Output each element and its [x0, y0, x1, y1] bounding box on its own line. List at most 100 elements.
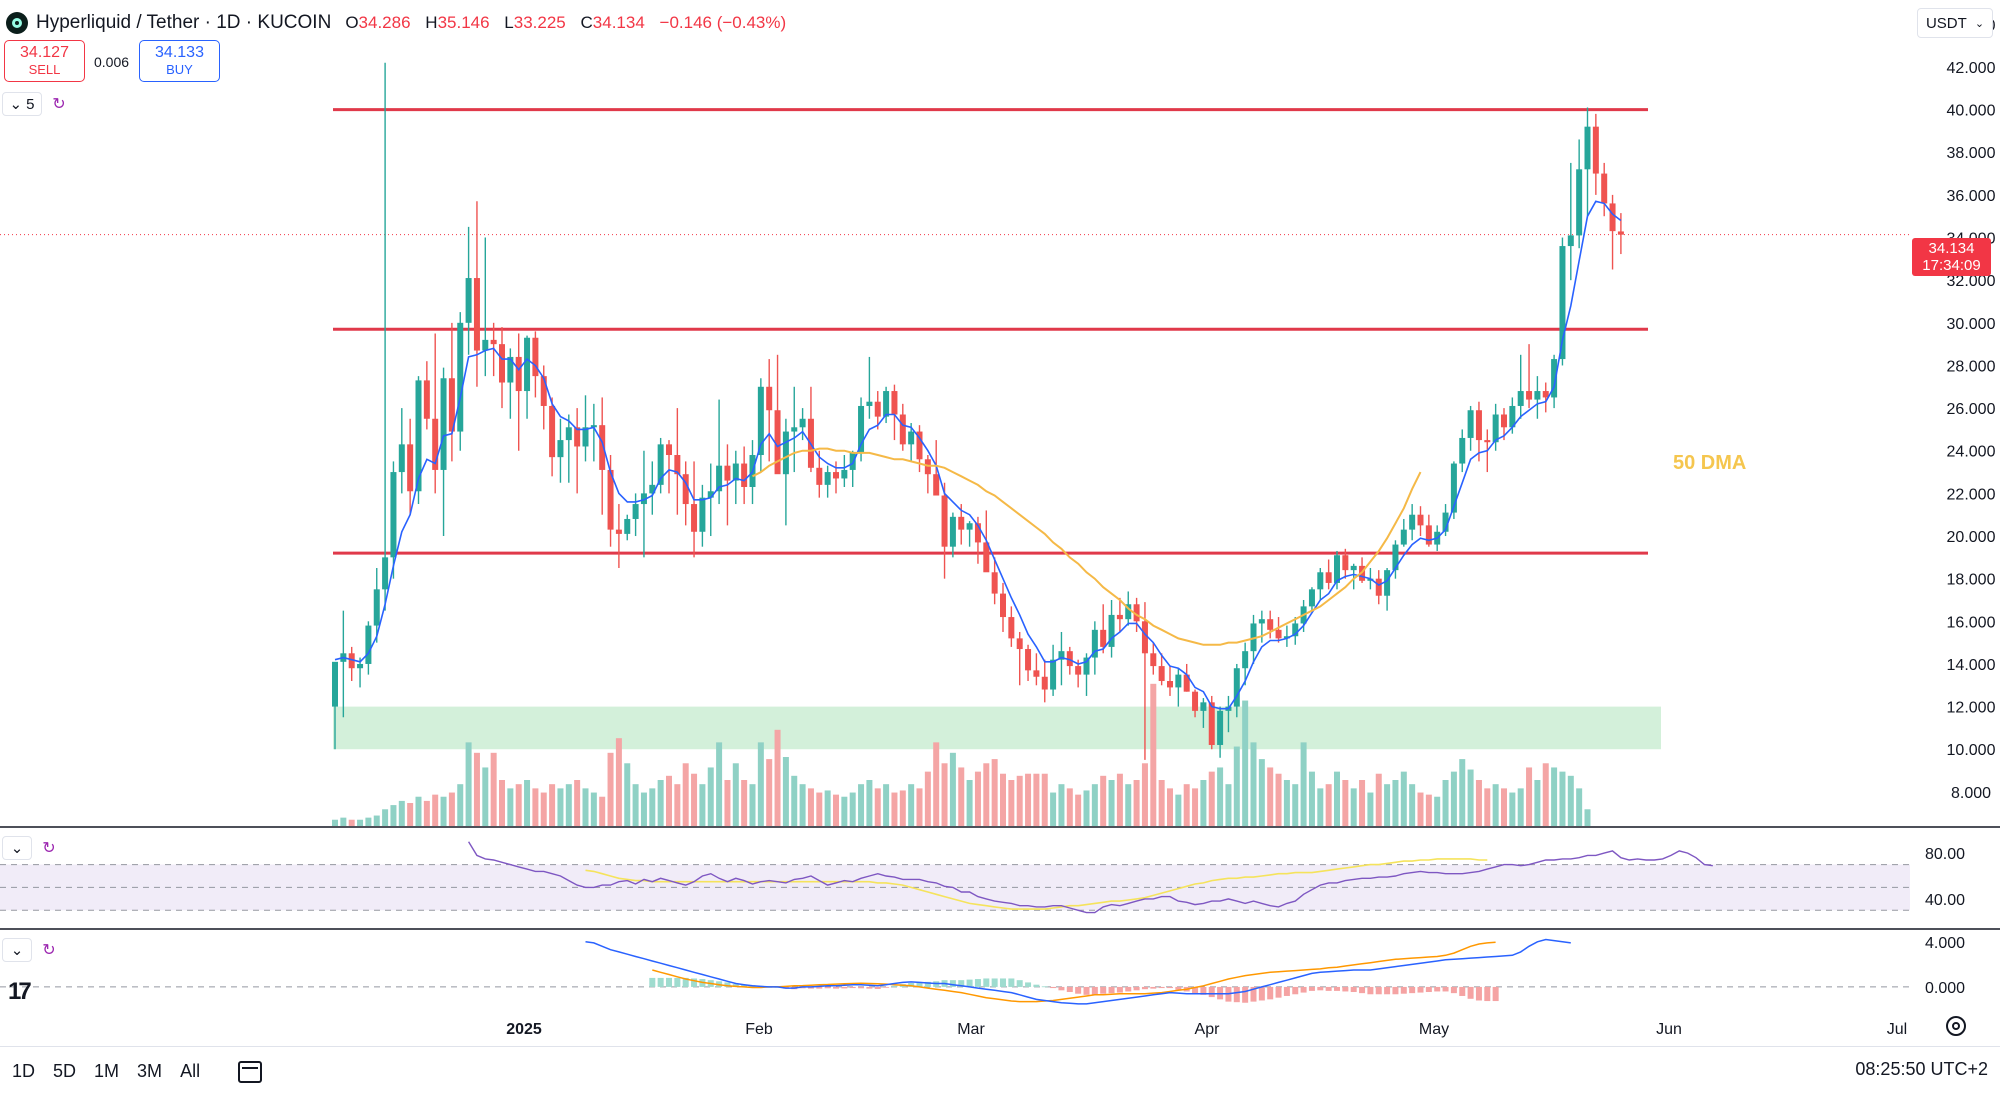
volume-bar [666, 775, 672, 826]
candle-body [1108, 614, 1115, 647]
symbol-title[interactable]: Hyperliquid / Tether · 1D · KUCOIN [36, 12, 332, 33]
calendar-icon[interactable] [238, 1060, 263, 1083]
candle-body [816, 467, 823, 485]
candle-body [624, 518, 631, 534]
volume-bar [1242, 700, 1249, 826]
macd-histogram-bar [1434, 986, 1441, 992]
volume-bar [1492, 784, 1499, 826]
loop-icon[interactable]: ↻ [42, 840, 56, 857]
tradingview-logo-icon[interactable]: 17 [8, 978, 32, 1005]
candle-body [1233, 668, 1240, 707]
candle-body [499, 344, 505, 383]
collapse-indicators-button[interactable]: ⌄ 5 [2, 92, 42, 116]
ma50-annotation[interactable]: 50 DMA [1673, 452, 1747, 474]
candle-body [382, 557, 389, 590]
price-tick-label: 18.000 [1947, 572, 1996, 589]
candle-body [1025, 649, 1032, 671]
macd-line [585, 938, 1571, 1005]
macd-histogram-bar [674, 977, 681, 987]
candle-body [1342, 555, 1349, 571]
macd-histogram-bar [1058, 986, 1065, 991]
settings-gear-icon[interactable] [1946, 1016, 1966, 1036]
volume-bar [415, 796, 422, 826]
range-1d[interactable]: 1D [12, 1061, 36, 1081]
volume-bar [365, 817, 372, 826]
candle-body [1467, 410, 1474, 438]
time-tick-label: May [1419, 1021, 1449, 1038]
buy-price: 34.133 [155, 44, 204, 61]
volume-bar [1167, 788, 1173, 826]
demand-zone [333, 706, 1661, 750]
candle-body [799, 418, 806, 428]
volume-bar [691, 773, 698, 826]
ma50-line [752, 447, 1422, 646]
macd-histogram-bar [1025, 982, 1032, 987]
buy-button[interactable]: 34.133 BUY [139, 40, 220, 82]
volume-bar [1375, 773, 1382, 826]
macd-histogram-bar [841, 986, 848, 989]
loop-icon[interactable]: ↻ [42, 942, 56, 959]
volume-bar [1359, 780, 1366, 826]
range-all[interactable]: All [180, 1061, 201, 1081]
volume-bar [640, 792, 647, 826]
volume-bar [1258, 759, 1265, 826]
volume-bar [1133, 780, 1140, 826]
hyperliquid-logo-icon [6, 12, 28, 34]
candle-body [916, 431, 923, 460]
clock-readout[interactable]: 08:25:50 UTC+2 [1855, 1059, 1988, 1079]
volume-bar [1108, 780, 1115, 826]
macd-histogram-bar [1091, 986, 1098, 995]
currency-label: USDT [1925, 14, 1967, 32]
macd-tick-label: 4.000 [1925, 935, 1965, 952]
price-tick-label: 28.000 [1947, 358, 1996, 375]
collapse-rsi-button[interactable]: ⌄ [2, 836, 32, 860]
sell-button[interactable]: 34.127 SELL [4, 40, 85, 82]
open-label: O [345, 13, 359, 32]
range-3m[interactable]: 3M [137, 1061, 163, 1081]
candle-body [924, 459, 931, 475]
macd-histogram-bar [1175, 986, 1182, 990]
macd-histogram-bar [691, 978, 698, 987]
time-tick-label: Feb [745, 1021, 773, 1038]
low-label: L [504, 13, 514, 32]
candle-body [732, 463, 739, 481]
volume-bar [540, 792, 547, 826]
candle-body [707, 491, 714, 498]
candle-body [849, 452, 856, 470]
indicator-count: 5 [26, 95, 35, 113]
candle-body [1509, 405, 1516, 428]
volume-bar [1041, 773, 1048, 826]
volume-bar [574, 780, 581, 826]
macd-histogram-bar [958, 980, 965, 987]
macd-histogram-bar [949, 980, 956, 987]
candle-body [1175, 674, 1182, 688]
candle-body [1208, 702, 1215, 745]
volume-bar [841, 796, 848, 826]
range-1m[interactable]: 1M [94, 1061, 120, 1081]
volume-bar [1233, 746, 1240, 826]
macd-histogram-bar [1200, 986, 1207, 995]
macd-histogram-bar [666, 977, 672, 987]
loop-icon[interactable]: ↻ [52, 96, 66, 113]
volume-bar [1208, 771, 1215, 826]
volume-bar [473, 752, 480, 826]
macd-histogram-bar [1250, 986, 1257, 1002]
macd-histogram-bar [1492, 986, 1499, 1002]
macd-histogram-bar [1267, 986, 1274, 1000]
candle-body [1542, 391, 1549, 398]
collapse-macd-button[interactable]: ⌄ [2, 938, 32, 962]
range-5d[interactable]: 5D [53, 1061, 77, 1081]
volume-bar [816, 792, 823, 826]
volume-bar [699, 784, 706, 826]
candle-body [599, 425, 606, 470]
candle-body [1501, 414, 1507, 428]
currency-selector[interactable]: USDT ⌄ [1917, 8, 1993, 38]
macd-histogram-bar [916, 982, 923, 987]
macd-histogram-bar [1192, 986, 1199, 994]
macd-histogram-bar [1008, 978, 1015, 987]
rsi-tick-label: 40.00 [1925, 892, 1965, 909]
candle-body [607, 469, 614, 530]
volume-bar [549, 784, 556, 826]
